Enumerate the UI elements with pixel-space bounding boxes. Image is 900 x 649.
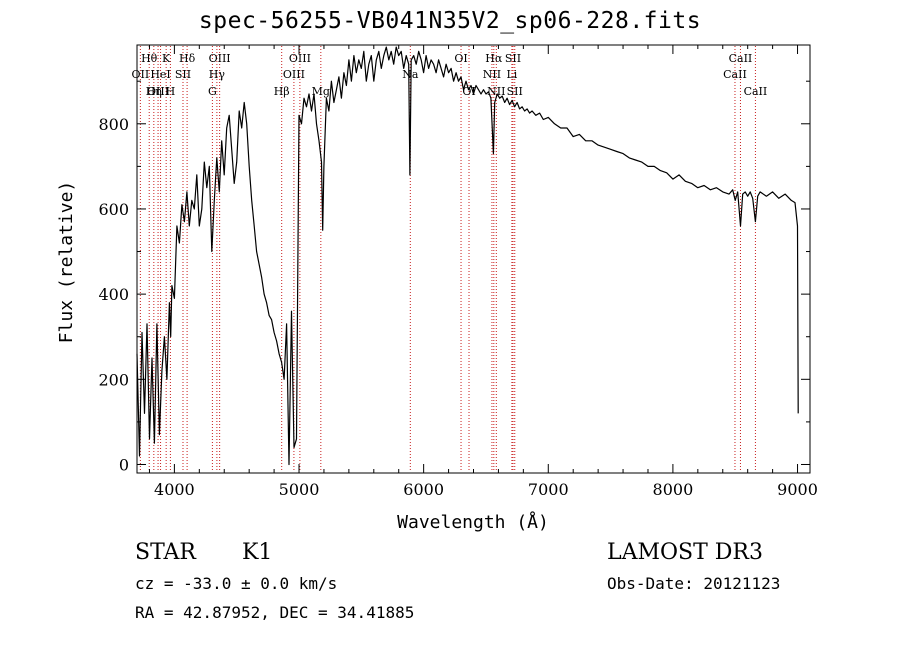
spectral-line-label: Hβ xyxy=(274,85,290,98)
spectral-line-label: CaII xyxy=(723,68,747,81)
x-tick-label: 9000 xyxy=(777,480,818,499)
x-tick-label: 8000 xyxy=(653,480,694,499)
plot-frame xyxy=(136,44,811,474)
x-tick-label: 6000 xyxy=(403,480,444,499)
chart-title: spec-56255-VB041N35V2_sp06-228.fits xyxy=(198,8,702,34)
spectrum-layer xyxy=(136,46,799,466)
x-tick-label: 4000 xyxy=(154,480,195,499)
x-axis-label: Wavelength (Å) xyxy=(397,511,549,533)
x-tick-label: 7000 xyxy=(528,480,569,499)
spectral-line-label: OIII xyxy=(147,85,169,98)
x-tick-label: 5000 xyxy=(279,480,320,499)
spectral-line-label: SII xyxy=(507,85,523,98)
spectral-line-label: Li xyxy=(506,68,517,81)
spectral-line-label: CaII xyxy=(729,52,753,65)
spectral-line-label: OIII xyxy=(289,52,311,65)
spectral-line-label: Hα xyxy=(485,52,503,65)
y-axis-label: Flux (relative) xyxy=(56,181,77,344)
spectral-line-label: SII xyxy=(175,68,191,81)
survey-name: LAMOST DR3 xyxy=(607,540,763,565)
spectral-line-label: H xyxy=(166,85,176,98)
y-tick-label: 400 xyxy=(98,285,129,304)
y-tick-label: 600 xyxy=(98,200,129,219)
spectral-line-label: Hγ xyxy=(209,68,226,81)
spectral-line-label: OIII xyxy=(283,68,305,81)
spectral-line-label: OII xyxy=(132,68,150,81)
observation-date: Obs-Date: 20121123 xyxy=(607,574,781,593)
spectral-line-label: K xyxy=(162,52,171,65)
redshift-cz: cz = -33.0 ± 0.0 km/s xyxy=(135,574,338,593)
spectral-lines-layer xyxy=(139,46,756,472)
spectral-line-labels: Hθ OII OIII K HeI Hη H SII Hδ OIII Hγ G OIII OIII Hβ Mg… xyxy=(132,52,768,98)
object-subclass: K1 xyxy=(242,540,273,565)
spectral-line-label: CaII xyxy=(744,85,768,98)
spectral-line-label: Hθ xyxy=(141,52,158,65)
object-class: STAR xyxy=(135,540,196,565)
spectral-line-label: NII xyxy=(487,85,505,98)
spectral-line-label: Hη xyxy=(146,85,162,98)
coordinates: RA = 42.87952, DEC = 34.41885 xyxy=(135,603,415,622)
spectral-line-label: OI xyxy=(454,52,467,65)
y-axis-ticks: 0 200 400 600 800 xyxy=(98,80,810,474)
spectral-line-label: SII xyxy=(505,52,521,65)
spectral-line-label: G xyxy=(208,85,217,98)
spectral-line-label: NII xyxy=(483,68,501,81)
y-tick-label: 200 xyxy=(98,370,129,389)
spectral-line-label: OIII xyxy=(209,52,231,65)
spectral-line-label: HeI xyxy=(150,68,170,81)
spectral-line-label: Mg xyxy=(312,85,330,98)
x-axis-ticks: 4000 5000 6000 7000 8000 9000 xyxy=(148,45,818,499)
y-tick-label: 0 xyxy=(119,455,129,474)
spectrum-series-line xyxy=(136,46,799,466)
spectral-line-label: Hδ xyxy=(179,52,196,65)
y-tick-label: 800 xyxy=(98,115,129,134)
